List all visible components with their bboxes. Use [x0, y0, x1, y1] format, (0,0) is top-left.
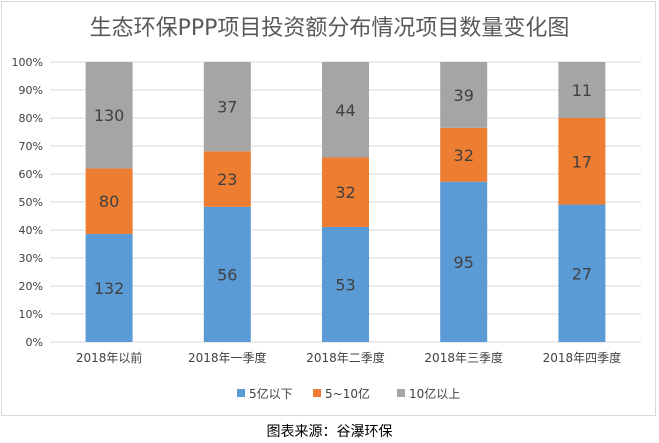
bar-segment [558, 118, 606, 205]
y-tick-label: 60% [19, 168, 43, 181]
legend-label: 5~10亿 [325, 386, 370, 401]
data-label: 32 [454, 146, 474, 165]
data-label: 37 [217, 98, 237, 117]
bar-segment [322, 157, 369, 227]
bar-segment [203, 62, 251, 152]
data-label: 130 [94, 106, 125, 125]
x-axis-categories: 2018年以前 2018年一季度 2018年二季度 2018年三季度 2018年四季度 [76, 350, 621, 365]
data-label: 23 [217, 170, 237, 189]
data-label: 44 [335, 101, 355, 120]
y-tick-label: 100% [12, 56, 43, 69]
x-category-label: 2018年一季度 [188, 350, 267, 365]
data-label: 95 [454, 253, 474, 272]
legend-swatch [237, 389, 245, 397]
bar-segment [85, 62, 133, 169]
bar-segment [558, 62, 606, 118]
legend-swatch [397, 389, 405, 397]
bar-segment [322, 62, 369, 158]
y-tick-label: 20% [19, 280, 43, 293]
bar-segment [322, 226, 369, 342]
bar-segment [440, 62, 488, 128]
data-label: 32 [335, 183, 355, 202]
y-tick-label: 30% [19, 252, 43, 265]
x-category-label: 2018年四季度 [543, 350, 622, 365]
data-label: 56 [217, 265, 237, 284]
bar-segment [440, 127, 488, 182]
legend: 5亿以下 5~10亿 10亿以上 [237, 386, 460, 401]
bar-segment [203, 151, 251, 207]
y-tick-label: 90% [19, 84, 43, 97]
data-label: 17 [572, 152, 592, 171]
source-note: 图表来源：谷瀑环保 [266, 424, 393, 440]
y-axis-ticks: 0% 10% 20% 30% 40% 50% 60% 70% 80% 90% 100% [12, 56, 43, 349]
data-label: 132 [94, 279, 125, 298]
data-label: 27 [572, 264, 592, 283]
y-tick-label: 70% [19, 140, 43, 153]
legend-label: 10亿以上 [409, 386, 460, 401]
x-category-label: 2018年二季度 [306, 350, 385, 365]
y-tick-label: 80% [19, 112, 43, 125]
data-label: 11 [572, 81, 592, 100]
y-tick-label: 40% [19, 224, 43, 237]
y-tick-label: 50% [19, 196, 43, 209]
bar-segment [85, 168, 133, 234]
legend-swatch [313, 389, 321, 397]
data-label: 80 [99, 192, 119, 211]
bar-segment [85, 233, 133, 342]
data-label: 39 [454, 86, 474, 105]
y-tick-label: 10% [19, 308, 43, 321]
legend-label: 5亿以下 [249, 386, 293, 401]
data-label: 53 [335, 275, 355, 294]
bar-segment [203, 206, 251, 342]
y-tick-label: 0% [26, 336, 43, 349]
bars: 132 80 130 56 23 37 53 32 44 95 32 39 27 17 11 [85, 62, 606, 342]
bar-segment [558, 204, 606, 342]
chart-title: 生态环保PPP项目投资额分布情况项目数量变化图 [89, 16, 570, 41]
x-category-label: 2018年三季度 [424, 350, 503, 365]
x-category-label: 2018年以前 [76, 350, 143, 365]
bar-segment [440, 181, 488, 342]
